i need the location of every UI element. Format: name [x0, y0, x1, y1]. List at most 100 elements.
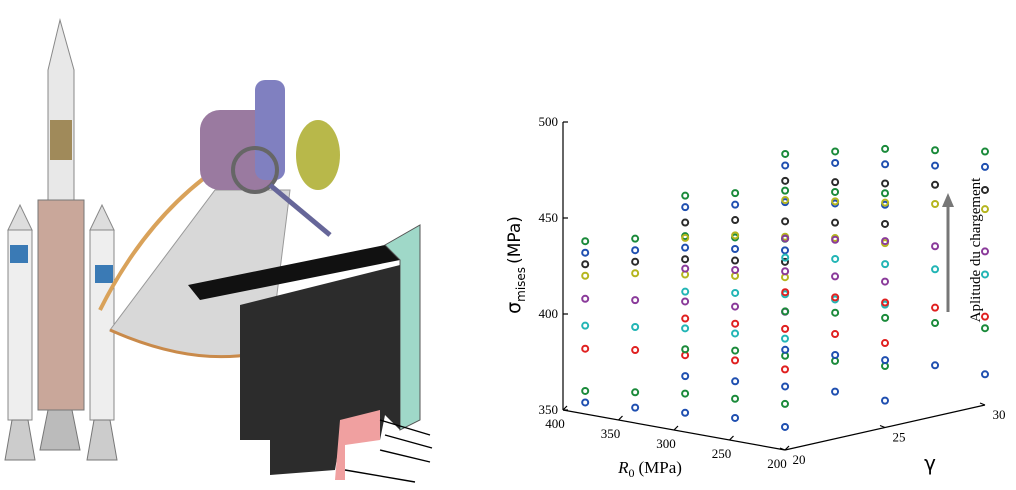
x-tick: [730, 436, 734, 440]
x-tick-label: 250: [712, 446, 732, 461]
point: [782, 255, 788, 261]
point: [732, 378, 738, 384]
y-axis-label: σmises (MPa): [503, 216, 528, 314]
point: [782, 401, 788, 407]
y-label-unit: (MPa): [505, 216, 525, 264]
point: [782, 235, 788, 241]
point: [682, 256, 688, 262]
point: [732, 321, 738, 327]
point: [882, 340, 888, 346]
point: [582, 238, 588, 244]
y-tick-label: 350: [539, 402, 559, 417]
point: [582, 261, 588, 267]
y-tick-label: 400: [539, 306, 559, 321]
point: [832, 256, 838, 262]
point: [932, 362, 938, 368]
point: [782, 188, 788, 194]
point: [932, 243, 938, 249]
point: [582, 273, 588, 279]
point: [832, 189, 838, 195]
point: [832, 273, 838, 279]
point: [632, 259, 638, 265]
y-label-symbol: σ: [503, 302, 525, 314]
figure: σmises(MPa) R0(MPa) γ Aplitude du charge…: [0, 0, 1016, 490]
point: [732, 357, 738, 363]
point: [782, 424, 788, 430]
z-tick-label: 30: [993, 407, 1006, 422]
point: [882, 357, 888, 363]
x-tick-label: 350: [601, 426, 621, 441]
point: [682, 316, 688, 322]
z-tick: [980, 403, 985, 405]
point: [832, 160, 838, 166]
z-axis-label: γ: [924, 451, 936, 475]
point: [632, 347, 638, 353]
point: [732, 258, 738, 264]
point: [682, 220, 688, 226]
point: [632, 247, 638, 253]
point: [932, 320, 938, 326]
point: [882, 161, 888, 167]
y-label-subscript: mises: [514, 267, 528, 302]
x-tick-label: 400: [545, 416, 565, 431]
point: [632, 389, 638, 395]
point: [732, 415, 738, 421]
point: [932, 305, 938, 311]
x-label-subscript: 0: [628, 466, 634, 480]
point: [682, 373, 688, 379]
x-label-symbol: R: [617, 458, 629, 477]
point: [882, 221, 888, 227]
point: [582, 346, 588, 352]
illustration: [5, 20, 432, 482]
point: [832, 389, 838, 395]
point: [682, 391, 688, 397]
point: [632, 324, 638, 330]
point: [932, 201, 938, 207]
point: [582, 399, 588, 405]
point: [832, 331, 838, 337]
point: [632, 405, 638, 411]
x-label-unit: (MPa): [638, 458, 681, 477]
point: [882, 398, 888, 404]
point: [882, 146, 888, 152]
point: [782, 218, 788, 224]
x-tick-label: 300: [656, 436, 676, 451]
point: [882, 261, 888, 267]
point: [732, 267, 738, 273]
point: [732, 348, 738, 354]
point: [932, 147, 938, 153]
z-tick: [880, 426, 885, 428]
point: [632, 236, 638, 242]
point: [682, 245, 688, 251]
y-tick-label: 500: [539, 114, 559, 129]
point: [832, 237, 838, 243]
point: [982, 248, 988, 254]
point: [732, 246, 738, 252]
point: [582, 388, 588, 394]
point: [982, 206, 988, 212]
point: [732, 290, 738, 296]
point: [732, 396, 738, 402]
point: [732, 217, 738, 223]
x-tick: [619, 416, 623, 420]
y-tick-label: 450: [539, 210, 559, 225]
point: [982, 314, 988, 320]
point: [982, 149, 988, 155]
point: [832, 179, 838, 185]
x-axis-label: R0 (MPa): [617, 458, 682, 480]
point: [682, 235, 688, 241]
point: [982, 371, 988, 377]
point: [682, 289, 688, 295]
point: [982, 187, 988, 193]
point: [882, 190, 888, 196]
point: [682, 325, 688, 331]
point: [682, 346, 688, 352]
point: [782, 162, 788, 168]
point: [582, 296, 588, 302]
point: [782, 178, 788, 184]
point: [832, 352, 838, 358]
point: [832, 220, 838, 226]
point: [782, 326, 788, 332]
point: [782, 336, 788, 342]
point: [732, 190, 738, 196]
